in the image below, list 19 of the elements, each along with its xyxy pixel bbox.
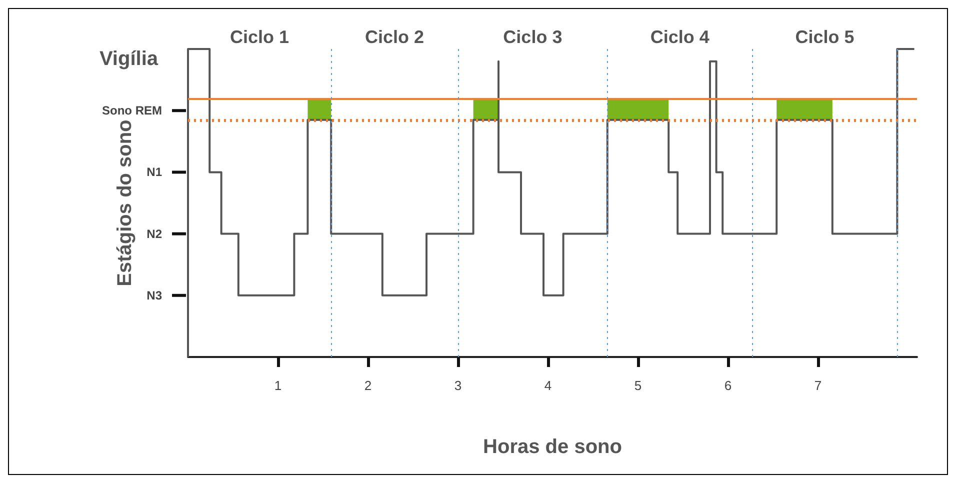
text: N2 (146, 226, 162, 241)
x-tick-label: 4 (544, 378, 552, 393)
text: Ciclo 5 (795, 27, 854, 47)
text: N3 (146, 288, 162, 302)
text: Ciclo 4 (650, 27, 710, 47)
x-axis-title: Horas de sono (483, 436, 622, 458)
x-tick-label: 2 (364, 378, 372, 393)
text: N1 (146, 165, 162, 180)
text: Vigília (99, 48, 159, 70)
text: Sono REM (102, 104, 162, 118)
y-axis-title: Estágios do sono (114, 120, 136, 286)
x-tick-label: 3 (454, 378, 462, 393)
x-tick-label: 6 (724, 378, 732, 393)
text: Ciclo 1 (230, 27, 290, 47)
x-tick-label: 5 (634, 378, 642, 393)
text: Ciclo 2 (365, 27, 424, 47)
x-tick-label: 1 (274, 378, 282, 393)
text: Ciclo 3 (503, 27, 562, 47)
x-tick-label: 7 (814, 378, 822, 393)
